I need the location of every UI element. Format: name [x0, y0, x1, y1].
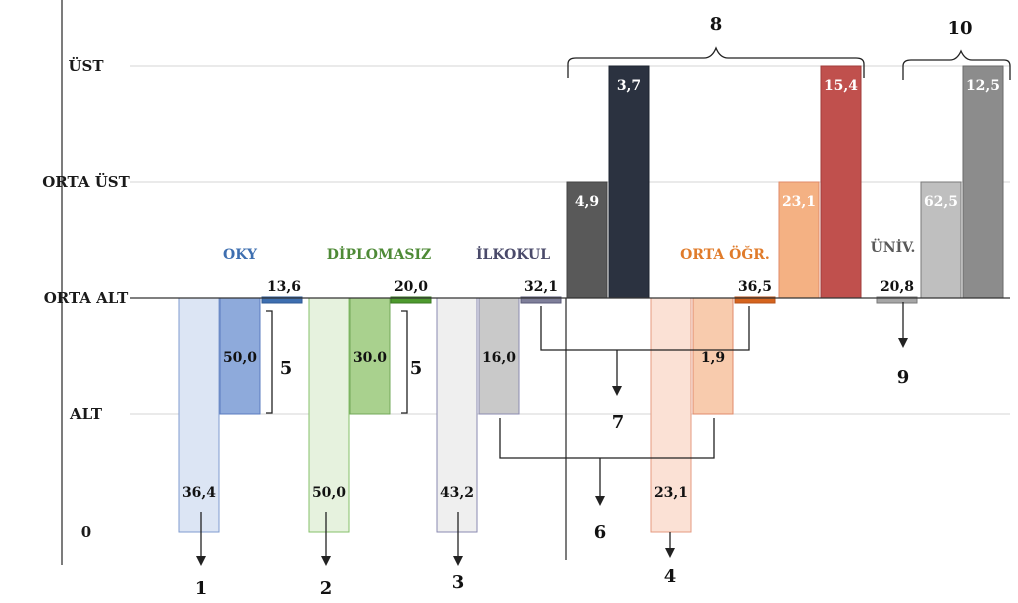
- annotation-7: 7: [612, 412, 625, 433]
- y-axis-label: ORTA ÜST: [42, 172, 130, 191]
- value-labels: 36,4 50,0 13,6 50,0 30.0 20,0 43,2 16,0 32,1 4,9 3…: [182, 78, 1000, 501]
- connector-7: [540, 306, 750, 351]
- arrow-2: [321, 512, 331, 566]
- value-label-3-0: 23,1: [654, 485, 688, 501]
- value-label-1-0: 50,0: [312, 485, 346, 501]
- y-axis-label: ALT: [69, 405, 103, 423]
- bar-3-2: [734, 296, 776, 304]
- bar-3-3: [778, 181, 820, 299]
- bar-1-1: [349, 297, 391, 415]
- value-label-4-1: 62,5: [924, 194, 958, 210]
- value-label-2-0: 43,2: [440, 485, 474, 501]
- annotation-shapes: [196, 46, 1011, 566]
- bar-2-2: [520, 296, 562, 304]
- bar-2-3: [566, 181, 608, 299]
- group-labels: OKY DİPLOMASIZ İLKOKUL ORTA ÖĞR. ÜNİV.: [223, 237, 915, 263]
- arrow-1: [196, 512, 206, 566]
- bar-2-1: [478, 297, 520, 415]
- bar-0-2: [261, 296, 303, 304]
- annotation-9: 9: [897, 367, 910, 388]
- bar-0-0: [178, 297, 220, 533]
- bracket-5b: [401, 310, 408, 414]
- value-label-3-3: 23,1: [782, 194, 816, 210]
- group-label-1: DİPLOMASIZ: [327, 244, 432, 263]
- group-label-2: İLKOKUL: [476, 244, 550, 263]
- value-label-1-1: 30.0: [353, 350, 387, 366]
- value-label-4-0: 20,8: [880, 279, 914, 295]
- annotation-2: 2: [320, 578, 333, 599]
- value-label-0-0: 36,4: [182, 485, 216, 501]
- brace-8: [567, 46, 865, 78]
- value-label-3-1: 1,9: [701, 350, 725, 366]
- bar-0-1: [219, 297, 261, 415]
- bars: [178, 65, 1004, 533]
- value-label-1-2: 20,0: [394, 279, 428, 295]
- bar-3-0: [650, 297, 692, 533]
- annotation-3: 3: [452, 572, 465, 593]
- bar-3-4: [820, 65, 862, 299]
- annotation-5b: 5: [410, 358, 423, 379]
- value-label-2-1: 16,0: [482, 350, 516, 366]
- y-axis-label: ÜST: [68, 56, 104, 75]
- annotation-labels: 1 2 3 4 5 5 6 7 8 9 10: [195, 14, 973, 599]
- annotation-6: 6: [594, 522, 607, 543]
- group-label-0: OKY: [223, 247, 258, 263]
- bar-3-1: [692, 297, 734, 415]
- y-axis-label: ORTA ALT: [44, 289, 129, 307]
- bar-2-0: [436, 297, 478, 533]
- annotation-1: 1: [195, 578, 208, 599]
- value-label-0-2: 13,6: [267, 279, 301, 295]
- y-axis-label: 0: [81, 523, 91, 541]
- brace-10: [902, 49, 1011, 80]
- annotation-8: 8: [710, 14, 723, 35]
- group-label-3: ORTA ÖĞR.: [680, 244, 770, 263]
- bar-4-2: [962, 65, 1004, 299]
- value-label-2-3: 4,9: [575, 194, 599, 210]
- value-label-4-2: 12,5: [966, 78, 1000, 94]
- value-label-3-4: 15,4: [824, 78, 858, 94]
- bar-1-2: [390, 296, 432, 304]
- value-label-2-2: 32,1: [524, 279, 558, 295]
- bracket-5a: [266, 310, 273, 414]
- group-label-4: ÜNİV.: [871, 237, 916, 256]
- bar-1-0: [308, 297, 350, 533]
- bar-4-0: [876, 296, 918, 304]
- arrow-4: [665, 532, 675, 558]
- annotation-4: 4: [664, 566, 677, 587]
- arrow-3: [453, 512, 463, 566]
- value-label-2-4: 3,7: [617, 78, 641, 94]
- annotation-5a: 5: [280, 358, 293, 379]
- value-label-0-1: 50,0: [223, 350, 257, 366]
- connector-6: [499, 418, 715, 459]
- annotation-10: 10: [947, 18, 972, 39]
- bar-2-4: [608, 65, 650, 299]
- value-label-3-2: 36,5: [738, 279, 772, 295]
- bar-4-1: [920, 181, 962, 299]
- y-axis-labels: ÜST ORTA ÜST ORTA ALT ALT 0: [42, 56, 130, 541]
